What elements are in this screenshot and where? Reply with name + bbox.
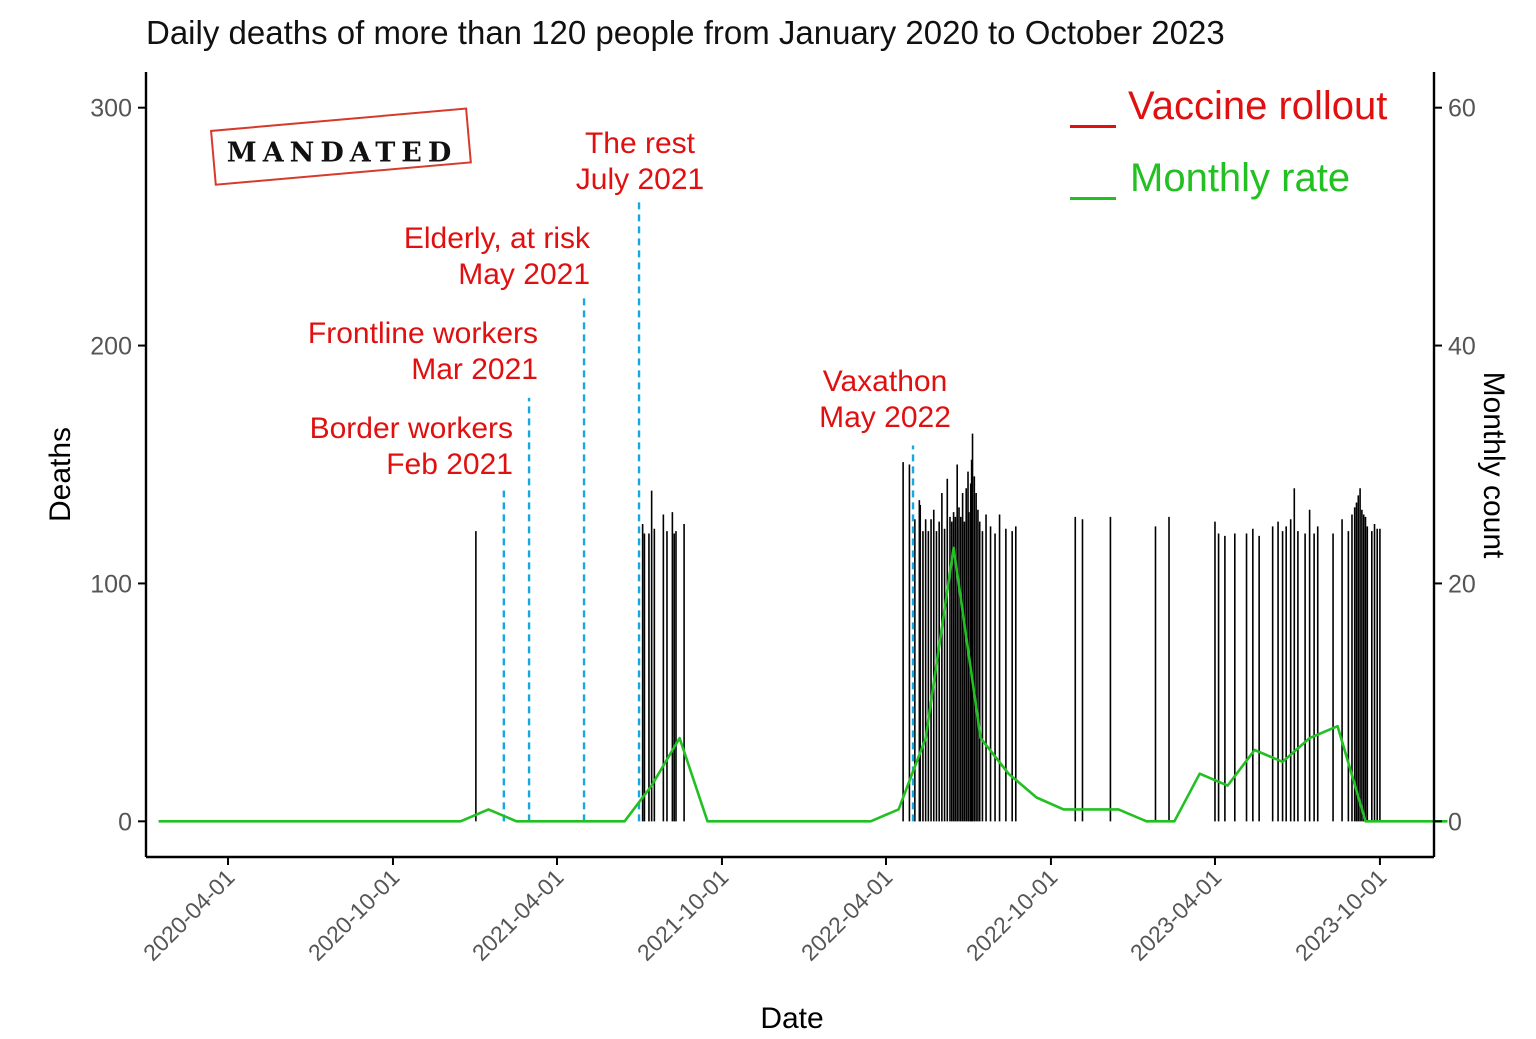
- y-tick-label: 300: [90, 95, 132, 123]
- annotation-line2: Mar 2021: [411, 353, 538, 386]
- annotation-line1: Vaxathon: [822, 365, 948, 398]
- rollout-lines: [502, 200, 915, 822]
- annotation-line2: May 2022: [819, 401, 951, 434]
- y2-tick-label: 60: [1448, 95, 1476, 123]
- annotation-line2: May 2021: [458, 258, 590, 291]
- y-axis-title: Deaths: [44, 427, 77, 522]
- chart-title: Daily deaths of more than 120 people fro…: [146, 14, 1225, 51]
- x-tick-label: 2021-04-01: [467, 864, 569, 966]
- y2-tick-label: 20: [1448, 570, 1476, 598]
- y2-tick-label: 0: [1448, 808, 1462, 836]
- y2-axis-title: Monthly count: [1477, 372, 1510, 559]
- x-tick-label: 2020-04-01: [138, 864, 240, 966]
- y-tick-label: 200: [90, 333, 132, 361]
- annotation-elderly: Elderly, at risk May 2021: [404, 221, 590, 293]
- monthly-rate-line: [158, 546, 1448, 823]
- x-tick-label: 2023-10-01: [1290, 864, 1392, 966]
- monthly-rate-series: [158, 546, 1448, 823]
- legend-swatch-vaccine: [1070, 125, 1116, 128]
- legend-monthly-rate: Monthly rate: [1070, 156, 1350, 201]
- annotation-vaxathon: Vaxathon May 2022: [800, 364, 970, 436]
- annotation-frontline-workers: Frontline workers Mar 2021: [308, 316, 538, 388]
- x-tick-label: 2022-04-01: [796, 864, 898, 966]
- annotation-line1: The rest: [584, 127, 696, 160]
- x-tick-label: 2020-10-01: [303, 864, 405, 966]
- stamp-text: MANDATED: [226, 137, 458, 169]
- annotation-border-workers: Border workers Feb 2021: [310, 411, 513, 483]
- legend-label-vaccine: Vaccine rollout: [1128, 84, 1388, 128]
- y-tick-label: 0: [118, 808, 132, 836]
- legend-vaccine-rollout: Vaccine rollout: [1070, 84, 1387, 129]
- x-tick-label: 2021-10-01: [632, 864, 734, 966]
- annotation-line1: Elderly, at risk: [403, 222, 590, 255]
- y-tick-label: 100: [90, 570, 132, 598]
- annotation-the-rest: The rest July 2021: [560, 126, 720, 198]
- annotation-line1: Frontline workers: [307, 317, 538, 350]
- legend-swatch-monthly: [1070, 197, 1116, 200]
- x-tick-label: 2022-10-01: [961, 864, 1063, 966]
- annotation-line2: July 2021: [575, 163, 705, 196]
- x-tick-label: 2023-04-01: [1125, 864, 1227, 966]
- y2-tick-label: 40: [1448, 333, 1476, 361]
- legend-label-monthly: Monthly rate: [1130, 156, 1351, 200]
- daily-deaths-bars: [475, 433, 1381, 822]
- x-axis-title: Date: [760, 1002, 823, 1035]
- annotation-line2: Feb 2021: [386, 448, 513, 481]
- annotation-line1: Border workers: [309, 412, 513, 445]
